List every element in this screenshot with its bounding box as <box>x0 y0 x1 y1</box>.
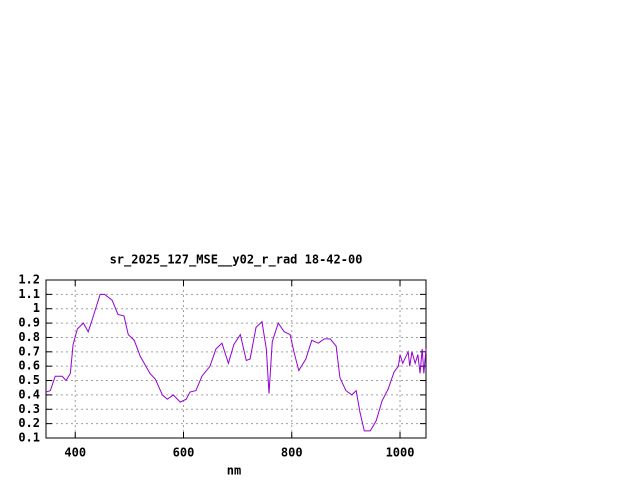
y-tick-label: 0.9 <box>18 316 40 330</box>
x-tick-label: 1000 <box>386 446 415 460</box>
y-tick-label: 0.7 <box>18 344 40 358</box>
data-line <box>45 293 427 432</box>
y-tick-label: 1 <box>33 301 40 315</box>
x-tick-label: 400 <box>64 446 86 460</box>
y-tick-label: 0.4 <box>18 387 40 401</box>
x-tick-label: 800 <box>281 446 303 460</box>
y-tick-label: 0.6 <box>18 359 40 373</box>
y-tick-label: 0.3 <box>18 402 40 416</box>
y-tick-label: 0.2 <box>18 416 40 430</box>
y-tick-label: 0.1 <box>18 431 40 445</box>
x-tick-label: 600 <box>173 446 195 460</box>
plot-border <box>45 279 427 439</box>
y-tick-label: 0.8 <box>18 330 40 344</box>
y-tick-label: 1.1 <box>18 287 40 301</box>
chart-title: sr_2025_127_MSE__y02_r_rad 18-42-00 <box>110 253 363 268</box>
y-tick-label: 1.2 <box>18 273 40 287</box>
x-axis-label: nm <box>227 464 241 478</box>
y-tick-label: 0.5 <box>18 373 40 387</box>
